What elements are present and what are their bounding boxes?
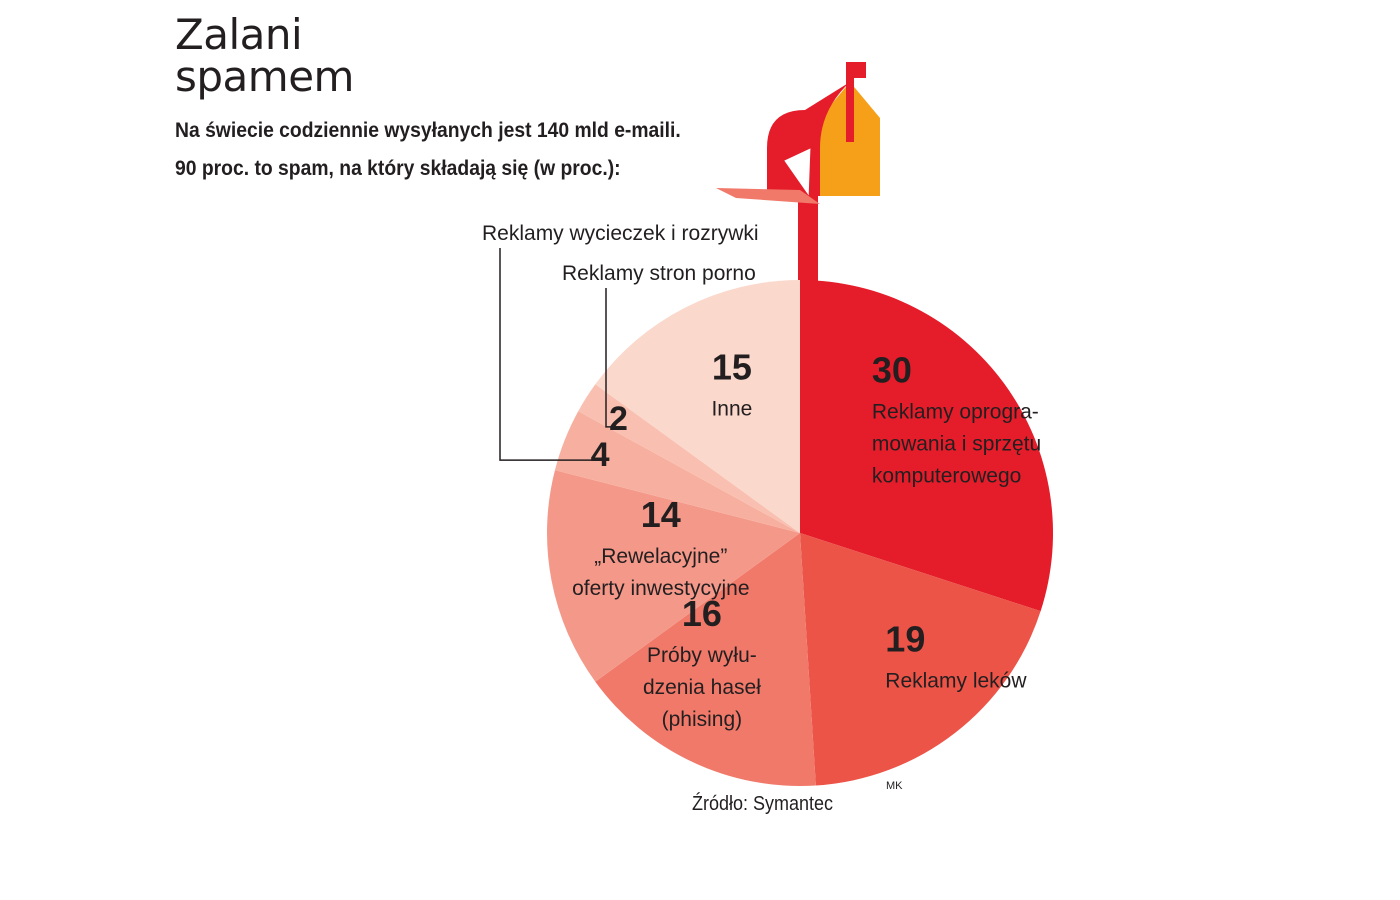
source-note: Źródło: Symantec bbox=[692, 793, 834, 815]
mailbox-flag bbox=[846, 62, 866, 78]
slice-label-3-0: „Rewelacyjne” bbox=[594, 545, 727, 568]
callout-line-4 bbox=[499, 248, 608, 461]
callout-label-5: Reklamy stron porno bbox=[562, 262, 756, 285]
slice-value-5: 2 bbox=[609, 400, 628, 438]
pie-slice-2 bbox=[595, 533, 816, 786]
chart-title: Zalani spamem bbox=[175, 14, 354, 98]
title-line-2: spamem bbox=[175, 52, 354, 101]
slice-value-0: 30 bbox=[872, 349, 912, 390]
mailbox-post bbox=[798, 196, 818, 286]
slice-label-6-0: Inne bbox=[711, 397, 752, 420]
slice-value-3: 14 bbox=[641, 494, 681, 535]
pie-labels: 30 Reklamy oprogra-mowania i sprzętu kompu… bbox=[482, 222, 1041, 731]
callout-lines bbox=[499, 248, 625, 461]
pie-slices bbox=[547, 280, 1054, 786]
slice-label-0-2: komputerowego bbox=[872, 464, 1021, 487]
slice-value-2: 16 bbox=[682, 593, 722, 634]
pie-slice-3 bbox=[547, 470, 800, 682]
slice-label-3-1: oferty inwestycyjne bbox=[572, 577, 749, 600]
slice-label-0-0: Reklamy oprogra- bbox=[872, 400, 1039, 423]
pie-slice-4 bbox=[554, 411, 800, 533]
subtitle-line-2: 90 proc. to spam, na który składają się … bbox=[175, 157, 621, 180]
slice-label-2-2: (phising) bbox=[662, 708, 743, 731]
slice-label-1-0: Reklamy leków bbox=[885, 669, 1027, 692]
slice-label-0-1: mowania i sprzętu bbox=[872, 432, 1041, 455]
pie-slice-5 bbox=[578, 384, 800, 533]
slice-value-4: 4 bbox=[591, 436, 610, 474]
chart-subtitle: Na świecie codziennie wysyłanych jest 14… bbox=[175, 112, 681, 188]
slice-label-2-0: Próby wyłu- bbox=[647, 644, 757, 667]
mailbox-icon bbox=[716, 62, 880, 286]
mailbox-flag-pole bbox=[846, 62, 854, 142]
slice-label-2-1: dzenia haseł bbox=[643, 676, 761, 699]
author-initials: MK bbox=[886, 780, 903, 792]
pie-slice-0 bbox=[800, 280, 1054, 612]
mailbox-door bbox=[716, 188, 820, 204]
mailbox-letter bbox=[779, 143, 814, 205]
callout-label-4: Reklamy wycieczek i rozrywki bbox=[482, 222, 759, 245]
slice-value-6: 15 bbox=[712, 346, 752, 387]
slice-value-1: 19 bbox=[885, 618, 925, 659]
subtitle-line-1: Na świecie codziennie wysyłanych jest 14… bbox=[175, 119, 681, 142]
pie-slice-1 bbox=[800, 533, 1041, 786]
callout-line-5 bbox=[605, 288, 625, 428]
pie-slice-6 bbox=[595, 280, 800, 533]
title-line-1: Zalani bbox=[175, 10, 303, 59]
